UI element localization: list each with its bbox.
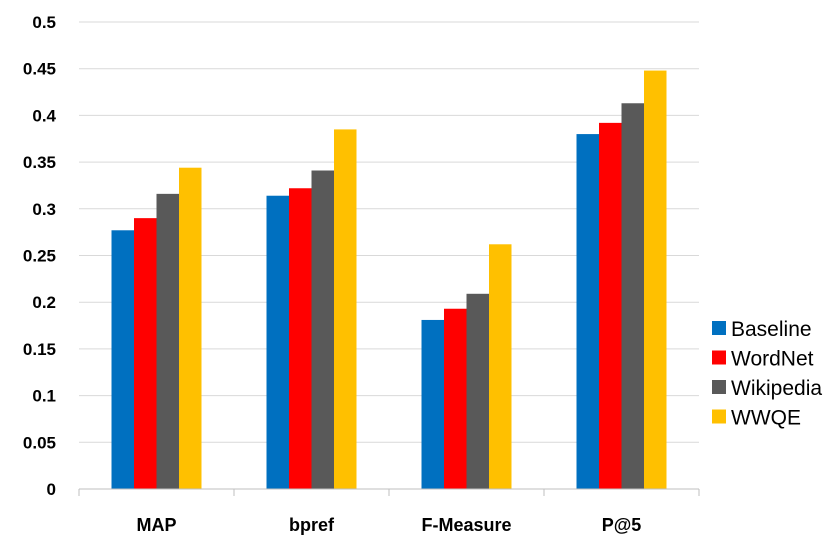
legend-label-baseline: Baseline (731, 318, 812, 341)
bar-wwqe-map (179, 167, 202, 490)
y-tick-label: 0.05 (23, 433, 56, 452)
bar-wikipedia-map (156, 193, 179, 489)
bar-baseline-f-measure (421, 319, 444, 489)
x-category-label: bpref (289, 515, 335, 535)
bar-baseline-map (111, 230, 134, 490)
bar-baseline-bpref (266, 195, 289, 489)
x-category-label: P@5 (602, 515, 642, 535)
y-tick-label: 0.45 (23, 60, 56, 79)
bar-wwqe-p-5 (644, 70, 667, 490)
bar-baseline-p-5 (576, 134, 599, 489)
bar-wordnet-p-5 (599, 122, 622, 489)
bar-wordnet-map (134, 218, 157, 489)
x-axis (78, 488, 700, 496)
bar-wwqe-f-measure (489, 244, 512, 489)
legend: Baseline WordNet Wikipedia WWQE (712, 318, 822, 430)
bars (111, 70, 667, 490)
x-category-label: F-Measure (421, 515, 511, 535)
y-tick-label: 0.15 (23, 340, 56, 359)
x-category-label: MAP (137, 515, 177, 535)
y-tick-label: 0.5 (32, 13, 56, 32)
legend-label-wwqe: WWQE (731, 407, 801, 430)
y-axis-tick-labels: 0 0.05 0.1 0.15 0.2 0.25 0.3 0.35 0.4 0.45 0.5 (23, 13, 57, 499)
legend-label-wikipedia: Wikipedia (731, 377, 822, 400)
y-tick-label: 0.2 (32, 293, 56, 312)
bar-wordnet-f-measure (444, 308, 467, 489)
legend-swatch-wwqe (712, 409, 726, 424)
y-tick-label: 0.1 (32, 387, 56, 406)
legend-label-wordnet: WordNet (731, 348, 814, 371)
legend-swatch-wordnet (712, 350, 726, 365)
bar-wikipedia-f-measure (466, 293, 489, 489)
y-tick-label: 0 (47, 480, 56, 499)
bar-wwqe-bpref (334, 129, 357, 489)
y-tick-label: 0.4 (32, 106, 56, 125)
x-axis-category-labels: MAP bpref F-Measure P@5 (137, 515, 642, 535)
legend-swatch-baseline (712, 321, 726, 335)
y-tick-label: 0.3 (32, 200, 56, 219)
y-tick-label: 0.25 (23, 247, 56, 266)
bar-wikipedia-p-5 (621, 103, 644, 490)
bar-wordnet-bpref (289, 188, 312, 489)
bar-wikipedia-bpref (311, 170, 334, 490)
y-tick-label: 0.35 (23, 153, 56, 172)
legend-swatch-wikipedia (712, 380, 726, 394)
